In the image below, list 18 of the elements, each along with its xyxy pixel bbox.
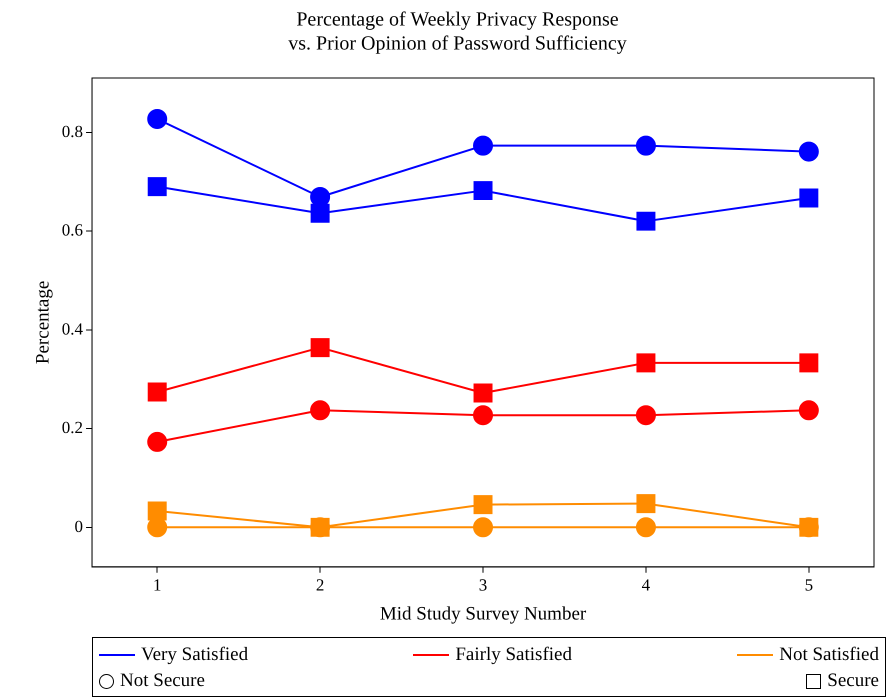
x-tick-label: 1	[152, 575, 162, 594]
legend-label: Very Satisfied	[141, 644, 248, 666]
x-tick-label: 2	[316, 575, 324, 594]
x-tick-label: 3	[478, 575, 488, 594]
legend-label: Fairly Satisfied	[455, 644, 572, 666]
y-tick-label: 0	[74, 516, 84, 536]
y-tick-label: 0.8	[62, 122, 84, 141]
x-axis-title: Mid Study Survey Number	[380, 604, 587, 625]
x-tick-label: 5	[804, 575, 814, 594]
x-tick-label: 4	[642, 575, 651, 594]
y-tick-label: 0.6	[62, 220, 84, 240]
legend-label: Not Secure	[120, 670, 205, 692]
chart-title: Percentage of Weekly Privacy Response vs. Prior Opinion of Password Sufficiency	[288, 8, 627, 54]
y-axis-title: Percentage	[32, 280, 54, 364]
legend-label: Secure	[827, 670, 879, 692]
y-tick-label: 0.4	[62, 319, 84, 338]
legend-label: Not Satisfied	[779, 644, 879, 666]
y-tick-label: 0.2	[62, 418, 84, 438]
